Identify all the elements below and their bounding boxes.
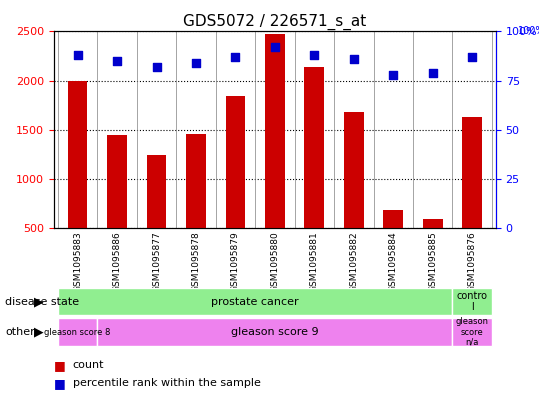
FancyBboxPatch shape — [452, 318, 492, 346]
Text: other: other — [5, 327, 35, 337]
Point — [113, 58, 121, 64]
Point — [152, 64, 161, 70]
Bar — [383, 210, 403, 277]
Text: ▶: ▶ — [34, 325, 44, 339]
Point — [349, 56, 358, 62]
FancyBboxPatch shape — [58, 288, 452, 315]
Text: disease state: disease state — [5, 297, 80, 307]
Text: count: count — [73, 360, 104, 371]
Title: GDS5072 / 226571_s_at: GDS5072 / 226571_s_at — [183, 14, 367, 30]
Bar — [68, 81, 87, 277]
Bar — [186, 134, 206, 277]
Text: GSM1095877: GSM1095877 — [152, 231, 161, 292]
Text: GSM1095886: GSM1095886 — [113, 231, 121, 292]
Text: gleason score 8: gleason score 8 — [44, 328, 111, 336]
Bar — [344, 112, 364, 277]
Point — [310, 52, 319, 58]
Bar — [423, 219, 443, 277]
Text: ▶: ▶ — [34, 295, 44, 309]
Text: 100%: 100% — [518, 26, 539, 37]
Bar — [107, 134, 127, 277]
Point — [389, 72, 398, 78]
Bar — [462, 117, 482, 277]
Text: gleason score 9: gleason score 9 — [231, 327, 319, 337]
Text: GSM1095881: GSM1095881 — [310, 231, 319, 292]
FancyBboxPatch shape — [98, 318, 452, 346]
Point — [271, 44, 279, 50]
Text: ■: ■ — [54, 376, 66, 390]
Text: GSM1095876: GSM1095876 — [468, 231, 476, 292]
FancyBboxPatch shape — [452, 288, 492, 315]
Bar — [305, 67, 324, 277]
Point — [73, 52, 82, 58]
FancyBboxPatch shape — [58, 318, 98, 346]
Bar — [147, 155, 167, 277]
Text: ■: ■ — [54, 359, 66, 372]
Text: GSM1095885: GSM1095885 — [429, 231, 437, 292]
Point — [192, 60, 201, 66]
Point — [429, 70, 437, 76]
Text: GSM1095879: GSM1095879 — [231, 231, 240, 292]
Text: GSM1095882: GSM1095882 — [349, 231, 358, 292]
Text: GSM1095880: GSM1095880 — [271, 231, 279, 292]
Text: GSM1095878: GSM1095878 — [191, 231, 201, 292]
Bar — [225, 96, 245, 277]
Point — [231, 54, 240, 60]
Bar — [265, 35, 285, 277]
Text: contro
l: contro l — [457, 291, 488, 312]
Text: prostate cancer: prostate cancer — [211, 297, 299, 307]
Point — [468, 54, 476, 60]
Text: gleason
score
n/a: gleason score n/a — [455, 317, 489, 347]
Text: GSM1095884: GSM1095884 — [389, 231, 398, 292]
Text: GSM1095883: GSM1095883 — [73, 231, 82, 292]
Text: percentile rank within the sample: percentile rank within the sample — [73, 378, 261, 388]
